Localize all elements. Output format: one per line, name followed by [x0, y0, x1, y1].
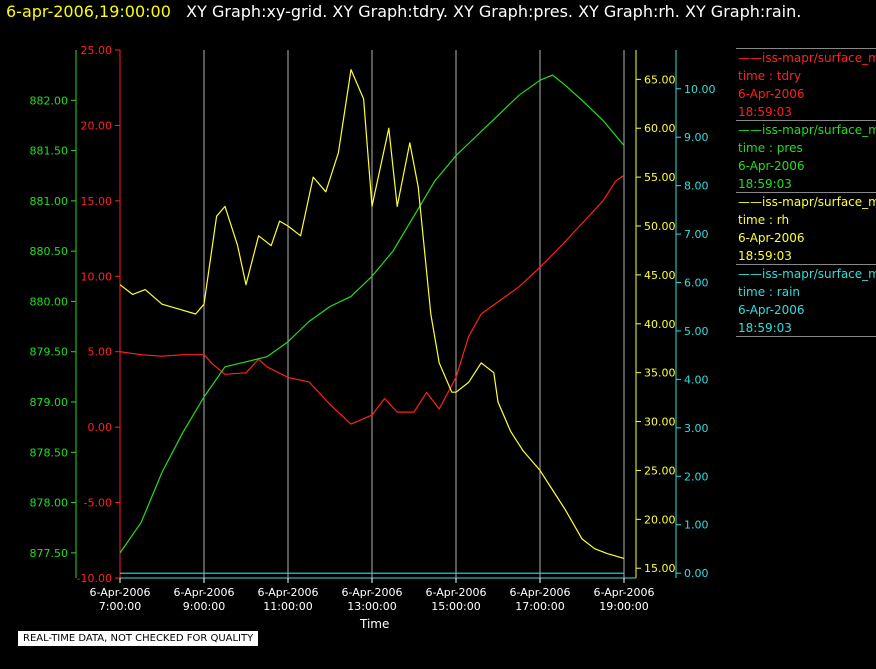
legend-separator [736, 120, 876, 121]
tdry-tick-label: 25.00 [81, 44, 113, 57]
series-line-pres [119, 74, 625, 554]
pres-tick-label: 878.00 [30, 497, 69, 510]
x-tick-date: 6-Apr-2006 [257, 586, 318, 599]
legend-date: 6-Apr-2006 [738, 231, 805, 245]
pres-tick-label: 881.00 [30, 195, 69, 208]
legend-field: time : rain [738, 285, 801, 299]
legend-time: 18:59:03 [738, 177, 792, 191]
x-axis: 6-Apr-20067:00:006-Apr-20069:00:006-Apr-… [89, 577, 655, 613]
x-tick-time: 7:00:00 [99, 600, 141, 613]
legend-separator [736, 336, 876, 337]
legend-name: ——iss-mapr/surface_m [738, 267, 876, 281]
legend-time: 18:59:03 [738, 321, 792, 335]
pres-tick-label: 878.50 [30, 446, 69, 459]
rain-tick-label: 5.00 [684, 325, 709, 338]
legend-separator [736, 48, 876, 49]
legend-date: 6-Apr-2006 [738, 303, 805, 317]
rain-tick-label: 4.00 [684, 373, 709, 386]
pres-tick-label: 880.50 [30, 245, 69, 258]
legend-field: time : rh [738, 213, 790, 227]
rain-tick-label: 8.00 [684, 180, 709, 193]
rain-tick-label: 7.00 [684, 228, 709, 241]
x-tick-time: 15:00:00 [431, 600, 480, 613]
series-line-rh [119, 68, 625, 559]
x-tick-time: 17:00:00 [515, 600, 564, 613]
rh-tick-label: 55.00 [644, 171, 676, 184]
rh-tick-label: 45.00 [644, 269, 676, 282]
rain-tick-label: 2.00 [684, 470, 709, 483]
rain-tick-label: 9.00 [684, 131, 709, 144]
rh-tick-label: 25.00 [644, 464, 676, 477]
legend-field: time : pres [738, 141, 803, 155]
chart-header: 6-apr-2006,19:00:00 XY Graph:xy-grid. XY… [6, 2, 801, 21]
tdry-tick-label: 10.00 [81, 270, 113, 283]
legend-field: time : tdry [738, 69, 802, 83]
legend-name: ——iss-mapr/surface_m [738, 195, 876, 209]
pres-tick-label: 880.00 [30, 295, 69, 308]
legend-time: 18:59:03 [738, 249, 792, 263]
rain-tick-label: 10.00 [684, 83, 716, 96]
rh-tick-label: 35.00 [644, 367, 676, 380]
series-line-tdry [119, 174, 625, 425]
legend-separator [736, 192, 876, 193]
pres-tick-label: 879.50 [30, 346, 69, 359]
legend-time: 18:59:03 [738, 105, 792, 119]
pres-tick-label: 882.00 [30, 94, 69, 107]
x-axis-title: Time [360, 617, 390, 631]
x-tick-time: 11:00:00 [263, 600, 312, 613]
tdry-tick-label: 5.00 [88, 346, 113, 359]
x-tick-date: 6-Apr-2006 [509, 586, 570, 599]
rh-tick-label: 15.00 [644, 562, 676, 575]
rh-tick-label: 60.00 [644, 122, 676, 135]
header-timestamp: 6-apr-2006,19:00:00 [6, 2, 171, 21]
rain-tick-label: 6.00 [684, 277, 709, 290]
tdry-tick-label: 20.00 [81, 119, 113, 132]
x-tick-time: 19:00:00 [599, 600, 648, 613]
rain-tick-label: 0.00 [684, 567, 709, 580]
pres-tick-label: 877.50 [30, 547, 69, 560]
x-tick-date: 6-Apr-2006 [341, 586, 402, 599]
tdry-tick-label: 15.00 [81, 195, 113, 208]
x-tick-time: 9:00:00 [183, 600, 225, 613]
rh-tick-label: 65.00 [644, 73, 676, 86]
rh-tick-label: 30.00 [644, 416, 676, 429]
rh-tick-label: 20.00 [644, 513, 676, 526]
legend-date: 6-Apr-2006 [738, 159, 805, 173]
rain-tick-label: 3.00 [684, 422, 709, 435]
x-tick-time: 13:00:00 [347, 600, 396, 613]
series-lines [119, 68, 625, 574]
x-tick-date: 6-Apr-2006 [173, 586, 234, 599]
y-axes: -10.00 -5.00 0.00 5.00 10.00 15.00 20.00 25.00 8… [30, 44, 716, 585]
tdry-tick-label: -10.00 [77, 572, 112, 585]
rh-tick-label: 50.00 [644, 220, 676, 233]
rain-tick-label: 1.00 [684, 519, 709, 532]
pres-tick-label: 879.00 [30, 396, 69, 409]
tdry-tick-label: -5.00 [84, 497, 112, 510]
quality-note: REAL-TIME DATA, NOT CHECKED FOR QUALITY [18, 631, 259, 646]
x-tick-date: 6-Apr-2006 [593, 586, 654, 599]
header-graph-titles: XY Graph:xy-grid. XY Graph:tdry. XY Grap… [186, 2, 802, 21]
legend-separator [736, 264, 876, 265]
rh-tick-label: 40.00 [644, 318, 676, 331]
pres-tick-label: 881.50 [30, 145, 69, 158]
x-tick-date: 6-Apr-2006 [425, 586, 486, 599]
tdry-tick-label: 0.00 [88, 421, 113, 434]
legend-name: ——iss-mapr/surface_m [738, 51, 876, 65]
x-tick-date: 6-Apr-2006 [89, 586, 150, 599]
legend-name: ——iss-mapr/surface_m [738, 123, 876, 137]
legend-date: 6-Apr-2006 [738, 87, 805, 101]
